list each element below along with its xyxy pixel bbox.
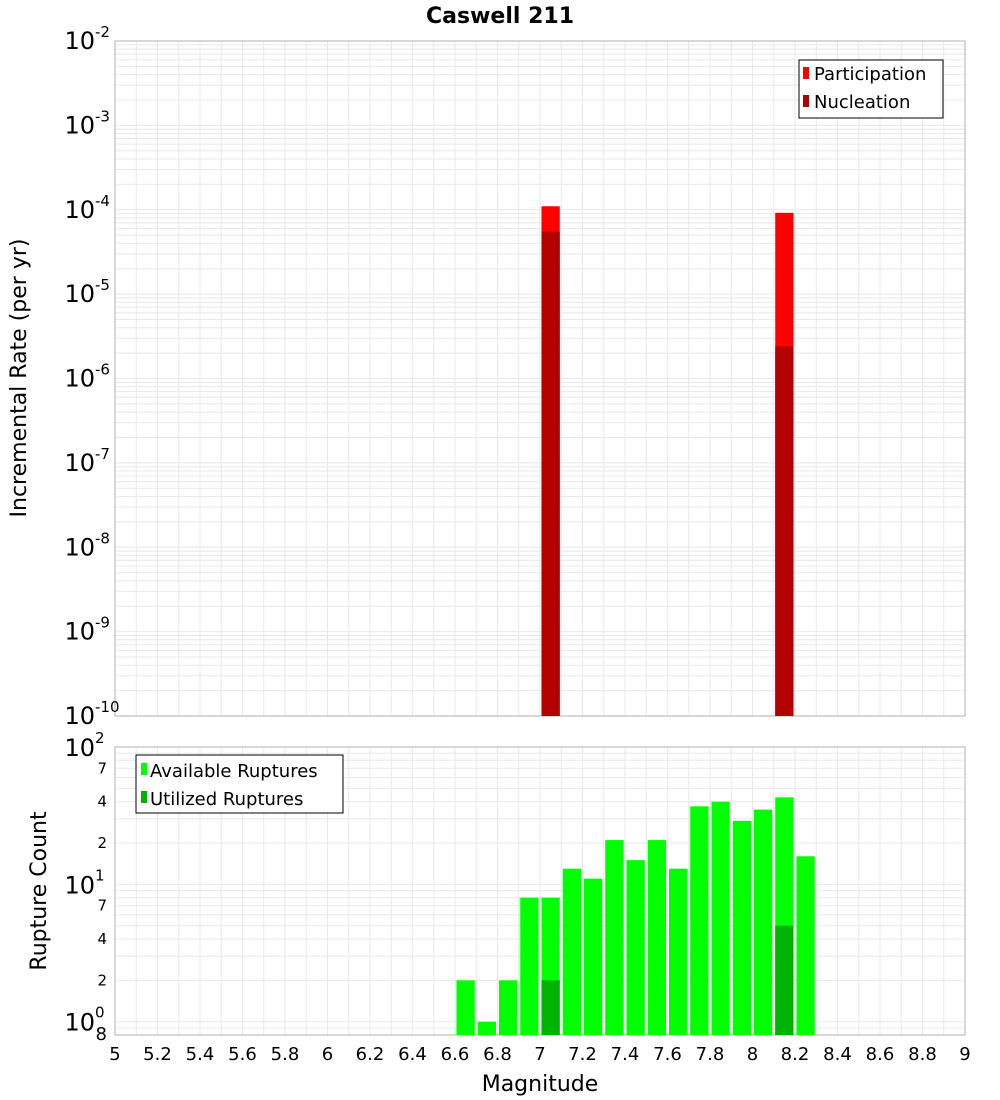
rate-y-tick-label: 10	[64, 280, 95, 308]
chart-title: Caswell 211	[426, 4, 574, 29]
rate-y-tick-label: 10	[64, 27, 95, 55]
available-rupture-bar	[605, 840, 624, 1035]
available-rupture-bar	[520, 897, 539, 1035]
rate-legend: Participation Nucleation	[798, 59, 944, 119]
magnitude-x-tick-label: 7.8	[696, 1044, 725, 1065]
available-rupture-bar	[477, 1021, 497, 1035]
rate-y-tick-label: 10	[64, 365, 95, 393]
available-rupture-bar	[668, 868, 688, 1035]
rate-y-tick-label: 10	[64, 702, 95, 730]
rate-y-tick-exponent: -2	[95, 23, 110, 41]
rate-y-tick-exponent: -3	[95, 107, 110, 125]
count-y-tick-label: 10	[64, 871, 95, 899]
magnitude-x-tick-label: 9	[959, 1044, 970, 1065]
available-legend-label: Available Ruptures	[150, 761, 318, 782]
magnitude-x-tick-label: 7.2	[568, 1044, 597, 1065]
count-y-minor-tick-label: 4	[97, 793, 107, 811]
available-rupture-bar	[583, 878, 603, 1035]
nucleation-bar	[775, 346, 794, 716]
magnitude-x-tick-label: 5.8	[271, 1044, 300, 1065]
rate-y-axis-label: Incremental Rate (per yr)	[7, 239, 32, 518]
rate-grid	[114, 41, 966, 717]
participation-legend-label: Participation	[814, 64, 926, 85]
available-rupture-bar	[626, 860, 645, 1035]
magnitude-x-ticks: 5 5.2 5.4 5.6 5.8 6 6.2 6.4 6.6 6.8 7 7.2 7.4 7.6 7.8 8…	[109, 1044, 970, 1065]
rate-y-tick-exponent: -8	[95, 529, 110, 547]
count-y-minor-tick-label: 7	[97, 897, 107, 915]
magnitude-x-tick-label: 8.4	[823, 1044, 852, 1065]
magnitude-x-tick-label: 7.6	[653, 1044, 682, 1065]
nucleation-legend-label: Nucleation	[814, 92, 910, 113]
rate-y-tick-label: 10	[64, 618, 95, 646]
count-y-minor-tick-label: 4	[97, 930, 107, 948]
count-y-minor-tick-label: 2	[97, 834, 107, 852]
utilized-rupture-bar	[541, 980, 560, 1035]
count-y-tick-label: 10	[64, 734, 95, 762]
rate-y-tick-exponent: -6	[95, 361, 110, 379]
magnitude-x-tick-label: 5.6	[228, 1044, 257, 1065]
available-rupture-bar	[732, 820, 752, 1035]
rate-y-tick-exponent: -10	[95, 698, 120, 716]
available-legend-swatch	[141, 763, 147, 775]
available-rupture-bar	[647, 840, 667, 1035]
magnitude-x-tick-label: 5	[109, 1044, 120, 1065]
nucleation-legend-swatch	[803, 95, 809, 107]
x-axis-label: Magnitude	[482, 1072, 599, 1097]
magnitude-x-tick-label: 6.8	[483, 1044, 512, 1065]
nucleation-bar	[541, 231, 560, 716]
count-bars	[456, 797, 815, 1035]
available-rupture-bar	[711, 801, 730, 1035]
magnitude-x-tick-label: 6.6	[441, 1044, 470, 1065]
count-legend: Available Ruptures Utilized Ruptures	[135, 754, 344, 814]
magnitude-x-tick-label: 8.8	[908, 1044, 937, 1065]
rate-y-ticks: 10-210-310-410-510-610-710-810-910-10	[64, 23, 119, 730]
count-y-minor-tick-label: 2	[97, 971, 107, 989]
rate-y-tick-exponent: -4	[95, 192, 110, 210]
count-y-tick-exponent: 2	[95, 729, 105, 747]
magnitude-x-tick-label: 6.4	[398, 1044, 427, 1065]
utilized-rupture-bar	[775, 925, 794, 1035]
count-y-tick-exponent: 1	[95, 866, 105, 884]
magnitude-x-tick-label: 6.2	[356, 1044, 385, 1065]
rate-y-tick-exponent: -7	[95, 445, 110, 463]
rate-y-tick-exponent: -5	[95, 276, 110, 294]
rate-plot-frame	[114, 40, 966, 717]
magnitude-x-tick-label: 6	[322, 1044, 333, 1065]
rate-y-tick-label: 10	[64, 111, 95, 139]
count-grid	[114, 747, 966, 1036]
rate-y-tick-label: 10	[64, 449, 95, 477]
magnitude-x-tick-label: 7.4	[611, 1044, 640, 1065]
rate-bars	[541, 206, 794, 716]
magnitude-x-tick-label: 8.6	[866, 1044, 895, 1065]
count-y-minor-tick-label: 8	[96, 1024, 107, 1045]
magnitude-x-tick-label: 8	[747, 1044, 758, 1065]
utilized-legend-label: Utilized Ruptures	[150, 789, 303, 810]
available-rupture-bar	[796, 856, 815, 1035]
count-y-tick-exponent: 0	[95, 1004, 105, 1022]
rate-y-tick-label: 10	[64, 533, 95, 561]
count-y-tick-label: 10	[64, 1009, 95, 1037]
available-rupture-bar	[498, 980, 518, 1035]
magnitude-x-tick-label: 7	[534, 1044, 545, 1065]
count-y-minor-tick-label: 7	[97, 759, 107, 777]
available-rupture-bar	[456, 980, 475, 1035]
count-plot-frame	[114, 746, 966, 1036]
magnitude-x-tick-label: 5.2	[143, 1044, 172, 1065]
available-rupture-bar	[562, 868, 582, 1035]
magnitude-x-tick-label: 8.2	[781, 1044, 810, 1065]
rate-y-tick-exponent: -9	[95, 614, 110, 632]
available-rupture-bar	[753, 809, 773, 1035]
magnitude-x-tick-label: 5.4	[186, 1044, 215, 1065]
utilized-legend-swatch	[141, 791, 147, 803]
count-y-axis-label: Rupture Count	[27, 811, 52, 971]
rate-y-tick-label: 10	[64, 196, 95, 224]
participation-legend-swatch	[803, 67, 809, 79]
available-rupture-bar	[690, 806, 709, 1035]
